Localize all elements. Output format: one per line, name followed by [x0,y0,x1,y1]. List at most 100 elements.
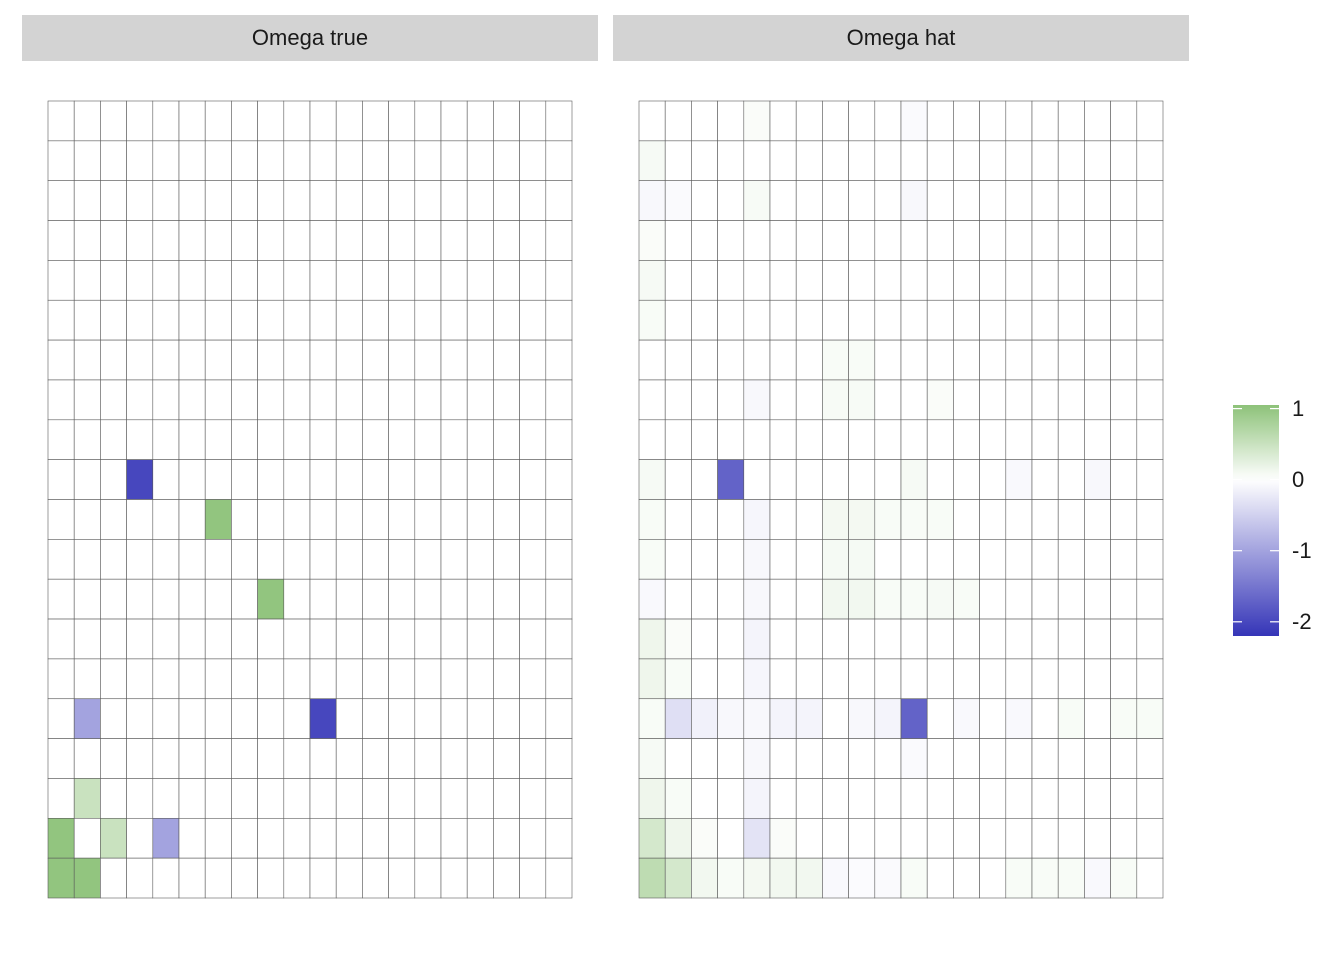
heatmap-cell [795,220,823,261]
heatmap-cell [769,499,797,540]
heatmap-cell [440,618,468,660]
heatmap-cell [1110,499,1138,540]
heatmap-cell [926,220,954,261]
heatmap-cell [309,339,337,381]
heatmap-cell [717,100,745,142]
heatmap-cell [743,658,771,700]
heatmap-cell [493,419,520,460]
heatmap-cell [953,419,980,460]
heatmap-cell [47,299,75,341]
heatmap-cell [388,618,416,660]
heatmap-cell [1005,419,1033,460]
heatmap-cell [926,379,954,421]
heatmap-cell [717,180,745,221]
heatmap-cell [126,459,154,500]
heatmap-cell [73,419,101,460]
heatmap-cell [100,817,127,859]
heatmap-cell [204,817,232,859]
heatmap-cell [953,140,980,182]
heatmap-cell [362,220,389,261]
heatmap-cell [664,339,692,381]
heatmap-cell [545,738,573,779]
heatmap-cell [1110,578,1138,620]
heatmap-cell [953,180,980,221]
heatmap-cell [1031,379,1059,421]
heatmap-cell [152,738,180,779]
heatmap-cell [257,379,285,421]
heatmap-cell [795,459,823,500]
heatmap-cell [638,539,666,580]
heatmap-cell [178,658,206,700]
heatmap-cell [466,260,494,301]
heatmap-cell [519,220,547,261]
heatmap-cell [1005,817,1033,859]
heatmap-cell [73,857,101,899]
heatmap-panel-true [47,100,573,899]
heatmap-cell [1084,180,1111,221]
heatmap-cell [926,578,954,620]
heatmap-cell [335,578,363,620]
heatmap-cell [900,339,928,381]
heatmap-cell [848,180,876,221]
heatmap-cell [100,419,127,460]
heatmap-cell [257,180,285,221]
heatmap-cell [664,220,692,261]
heatmap-cell [335,778,363,819]
heatmap-cell [1005,778,1033,819]
heatmap-cell [1005,100,1033,142]
heatmap-cell [283,339,311,381]
heatmap-cell [257,618,285,660]
heatmap-cell [822,578,849,620]
heatmap-cell [73,180,101,221]
heatmap-cell [362,499,389,540]
heatmap-cell [717,499,745,540]
heatmap-cell [691,100,718,142]
heatmap-cell [414,539,442,580]
heatmap-cell [717,220,745,261]
heatmap-cell [795,578,823,620]
heatmap-cell [1084,419,1111,460]
heatmap-cell [178,419,206,460]
heatmap-cell [388,339,416,381]
heatmap-cell [126,379,154,421]
heatmap-cell [100,459,127,500]
heatmap-cell [257,220,285,261]
heatmap-cell [204,738,232,779]
heatmap-cell [126,180,154,221]
heatmap-cell [822,658,849,700]
heatmap-cell [414,778,442,819]
heatmap-cell [874,220,902,261]
heatmap-cell [1031,658,1059,700]
heatmap-cell [638,698,666,739]
heatmap-cell [743,459,771,500]
heatmap-cell [388,539,416,580]
heatmap-cell [204,778,232,819]
heatmap-panel-hat [638,100,1164,899]
heatmap-cell [900,578,928,620]
heatmap-cell [1057,459,1085,500]
heatmap-cell [822,299,849,341]
heatmap-cell [47,698,75,739]
heatmap-cell [519,658,547,700]
heatmap-cell [1084,578,1111,620]
heatmap-cell [440,778,468,819]
heatmap-cell [47,379,75,421]
heatmap-cell [493,499,520,540]
heatmap-cell [309,857,337,899]
heatmap-cell [638,778,666,819]
heatmap-cell [231,180,258,221]
heatmap-cell [47,539,75,580]
heatmap-cell [47,738,75,779]
heatmap-cell [1136,618,1164,660]
heatmap-cell [335,419,363,460]
heatmap-cell [1057,857,1085,899]
heatmap-cell [1084,817,1111,859]
heatmap-cell [691,857,718,899]
heatmap-cell [848,260,876,301]
heatmap-cell [1031,738,1059,779]
heatmap-cell [519,140,547,182]
heatmap-cell [283,499,311,540]
heatmap-cell [1005,180,1033,221]
heatmap-cell [414,857,442,899]
heatmap-cell [664,260,692,301]
